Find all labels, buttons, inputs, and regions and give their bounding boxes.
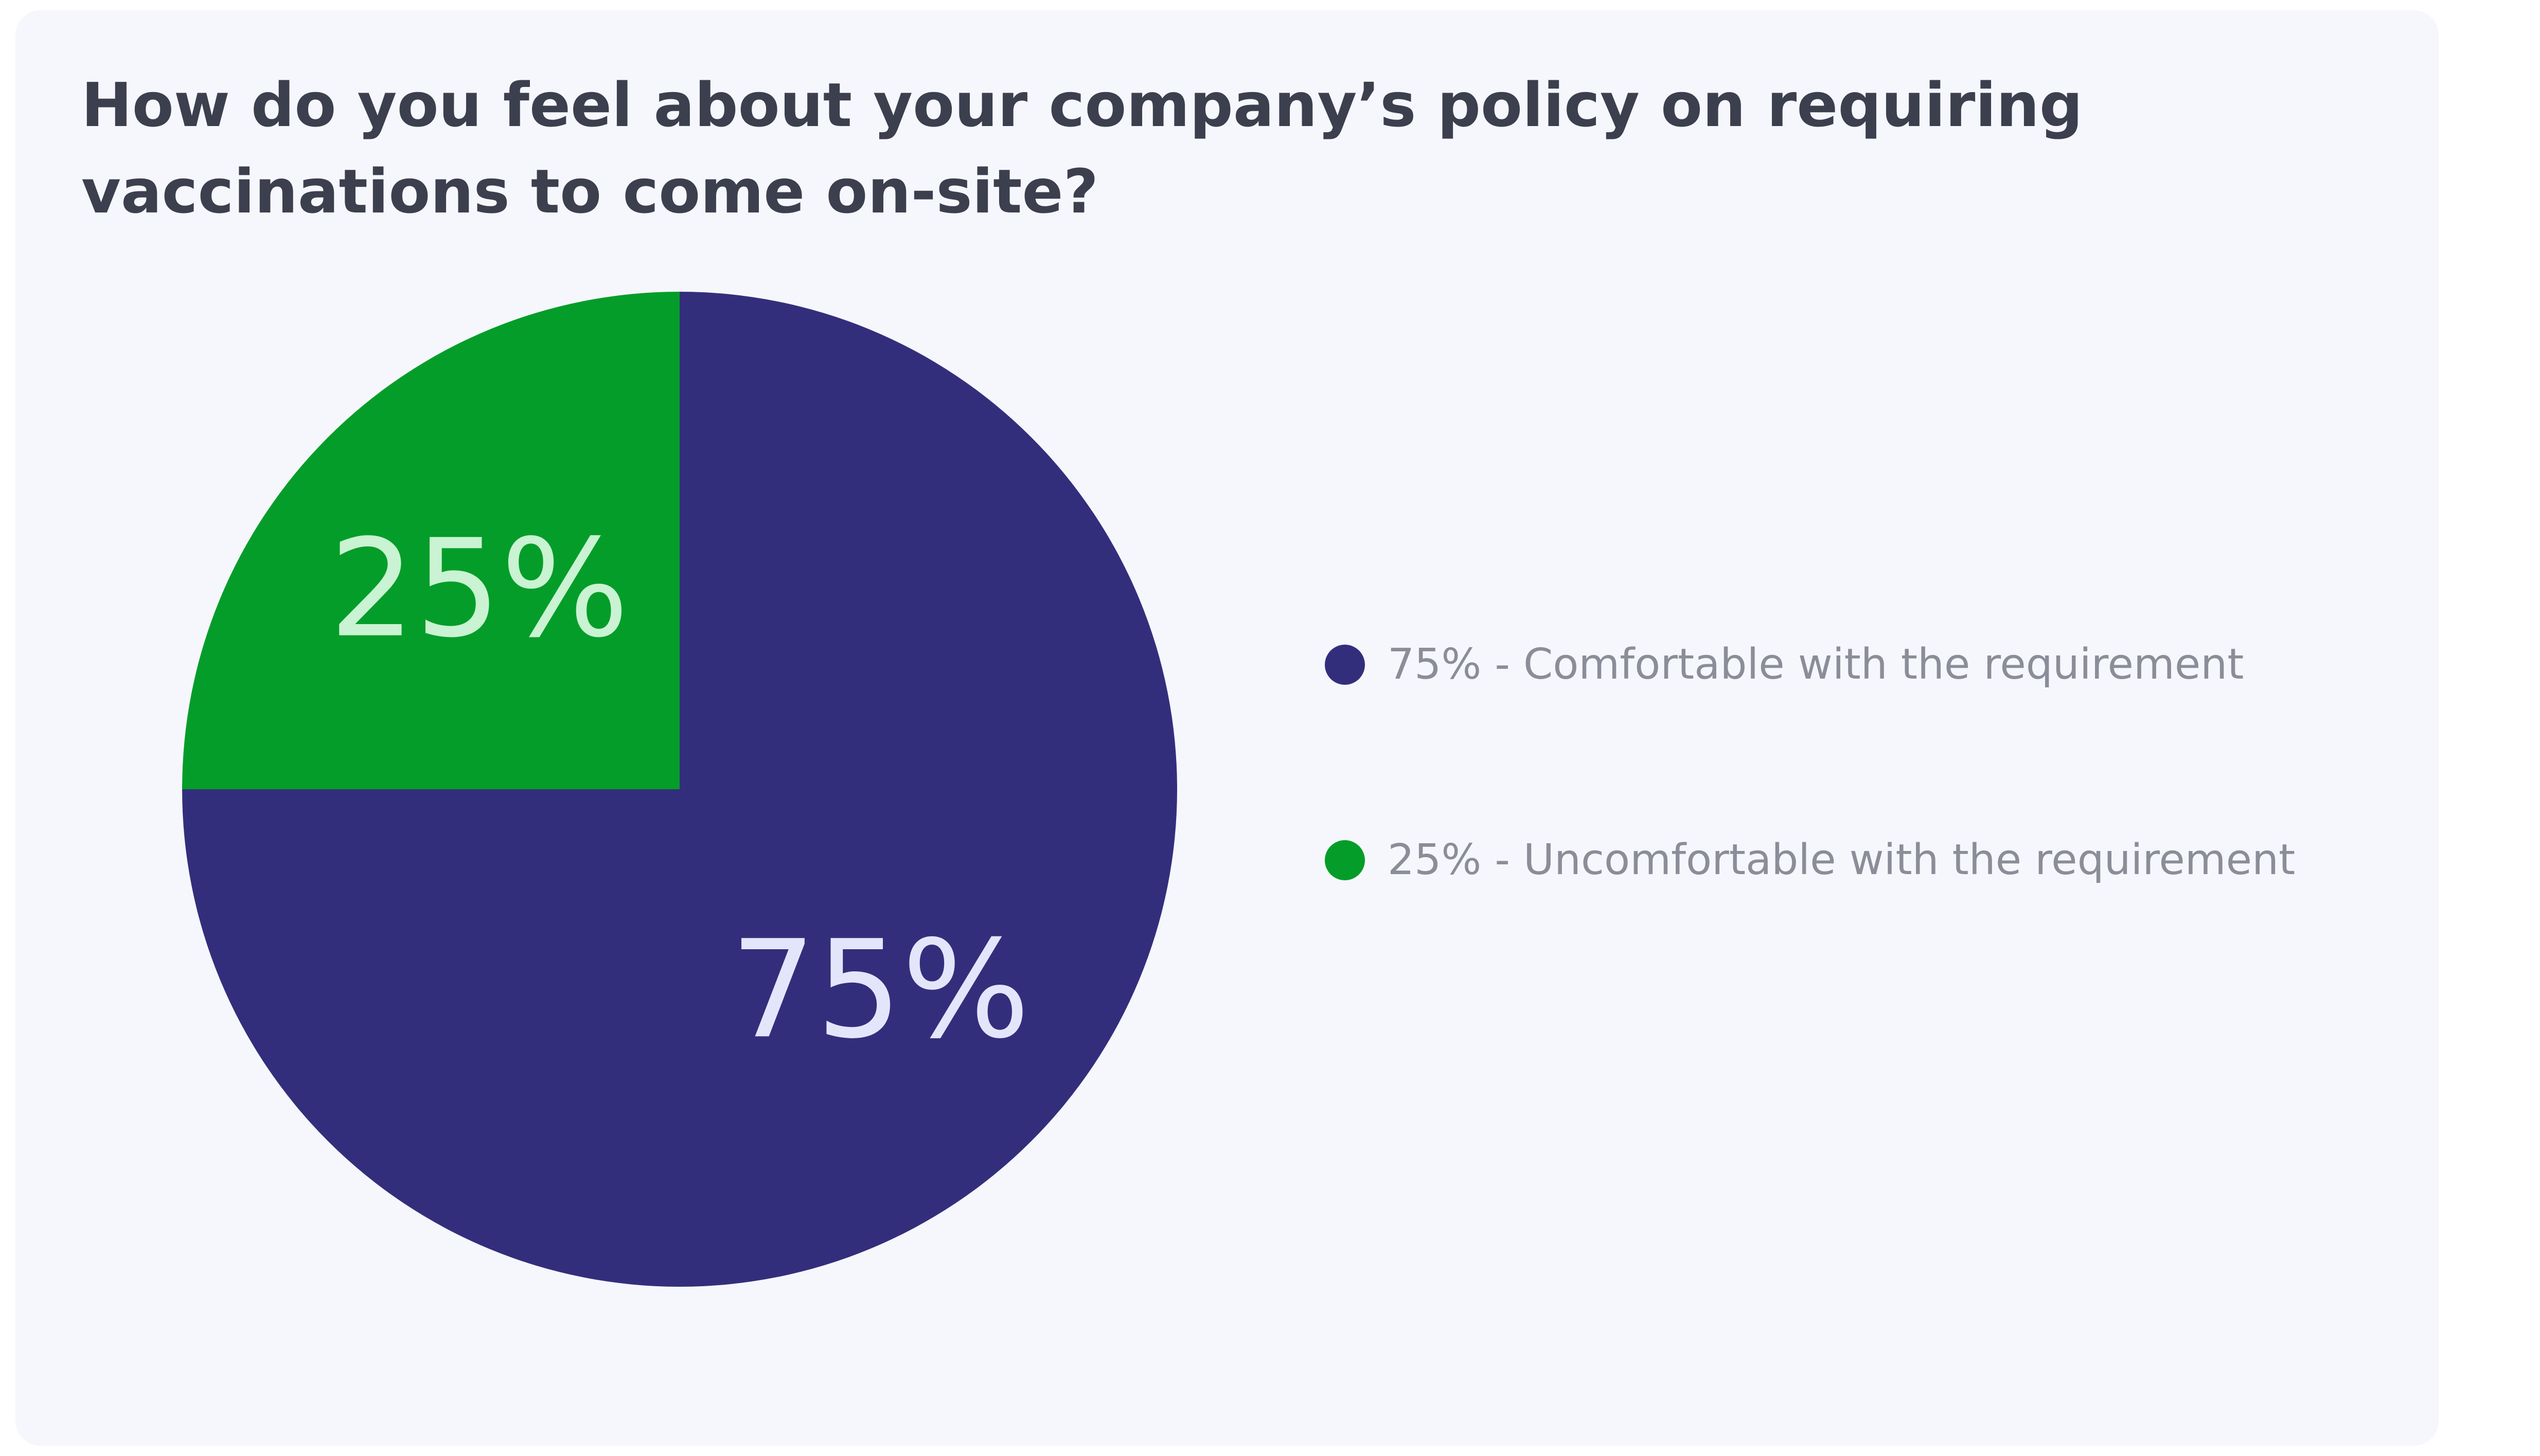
pie-slices <box>182 292 1177 1287</box>
chart-card: How do you feel about your company’s pol… <box>15 10 2439 1446</box>
pie-value-labels: 75% 25% <box>329 510 1030 1069</box>
legend-item-uncomfortable: 25% - Uncomfortable with the requirement <box>1325 836 2295 884</box>
chart-legend: 75% - Comfortable with the requirement 2… <box>1325 10 2415 1446</box>
legend-label-comfortable: 75% - Comfortable with the requirement <box>1388 640 2244 689</box>
chart-title: How do you feel about your company’s pol… <box>81 69 2083 227</box>
legend-label-uncomfortable: 25% - Uncomfortable with the requirement <box>1388 836 2296 884</box>
pie-value-label-comfortable: 75% <box>731 911 1030 1068</box>
legend-swatch-comfortable <box>1325 644 1365 685</box>
pie-value-label-uncomfortable: 25% <box>329 510 629 667</box>
legend-swatch-uncomfortable <box>1325 840 1365 880</box>
pie-chart: 75% 25% <box>182 292 1177 1287</box>
legend-item-comfortable: 75% - Comfortable with the requirement <box>1325 640 2244 689</box>
pie-slice-uncomfortable <box>182 292 680 789</box>
